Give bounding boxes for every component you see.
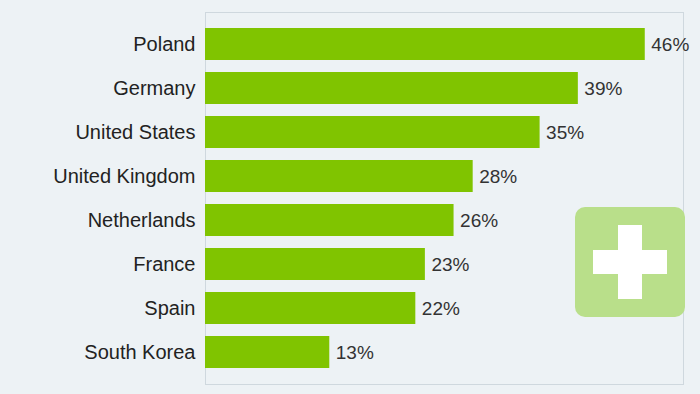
svg-text:United States: United States bbox=[75, 121, 195, 143]
svg-text:26%: 26% bbox=[460, 210, 498, 231]
svg-text:22%: 22% bbox=[422, 298, 460, 319]
svg-text:Netherlands: Netherlands bbox=[88, 209, 196, 231]
svg-text:Poland: Poland bbox=[133, 33, 195, 55]
svg-text:23%: 23% bbox=[431, 254, 469, 275]
svg-text:39%: 39% bbox=[584, 78, 622, 99]
svg-text:46%: 46% bbox=[651, 34, 689, 55]
svg-text:28%: 28% bbox=[479, 166, 517, 187]
svg-text:35%: 35% bbox=[546, 122, 584, 143]
svg-text:13%: 13% bbox=[336, 342, 374, 363]
svg-text:France: France bbox=[133, 253, 195, 275]
svg-text:United Kingdom: United Kingdom bbox=[53, 165, 195, 187]
svg-text:Spain: Spain bbox=[144, 297, 195, 319]
svg-text:Germany: Germany bbox=[113, 77, 195, 99]
svg-text:South Korea: South Korea bbox=[84, 341, 196, 363]
